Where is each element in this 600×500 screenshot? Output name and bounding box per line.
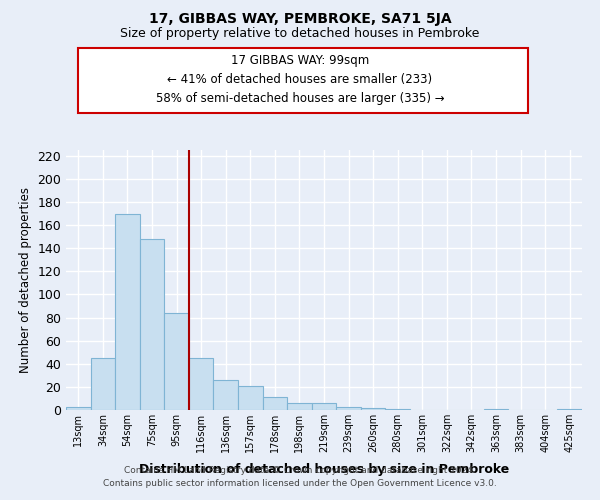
Bar: [214, 380, 238, 410]
Bar: [238, 386, 263, 410]
Bar: [164, 313, 189, 410]
Bar: [287, 403, 312, 410]
Bar: [189, 358, 214, 410]
Y-axis label: Number of detached properties: Number of detached properties: [19, 187, 32, 373]
Bar: [66, 406, 91, 410]
Bar: [484, 409, 508, 410]
Bar: [91, 358, 115, 410]
Bar: [140, 239, 164, 410]
Text: 17, GIBBAS WAY, PEMBROKE, SA71 5JA: 17, GIBBAS WAY, PEMBROKE, SA71 5JA: [149, 12, 451, 26]
Text: 17 GIBBAS WAY: 99sqm
← 41% of detached houses are smaller (233)
58% of semi-deta: 17 GIBBAS WAY: 99sqm ← 41% of detached h…: [155, 54, 445, 106]
Bar: [361, 408, 385, 410]
Bar: [263, 398, 287, 410]
Text: Contains HM Land Registry data © Crown copyright and database right 2024.
Contai: Contains HM Land Registry data © Crown c…: [103, 466, 497, 487]
Bar: [336, 406, 361, 410]
Bar: [115, 214, 140, 410]
Bar: [557, 409, 582, 410]
X-axis label: Distribution of detached houses by size in Pembroke: Distribution of detached houses by size …: [139, 464, 509, 476]
Bar: [312, 403, 336, 410]
Text: Size of property relative to detached houses in Pembroke: Size of property relative to detached ho…: [121, 28, 479, 40]
Bar: [385, 409, 410, 410]
